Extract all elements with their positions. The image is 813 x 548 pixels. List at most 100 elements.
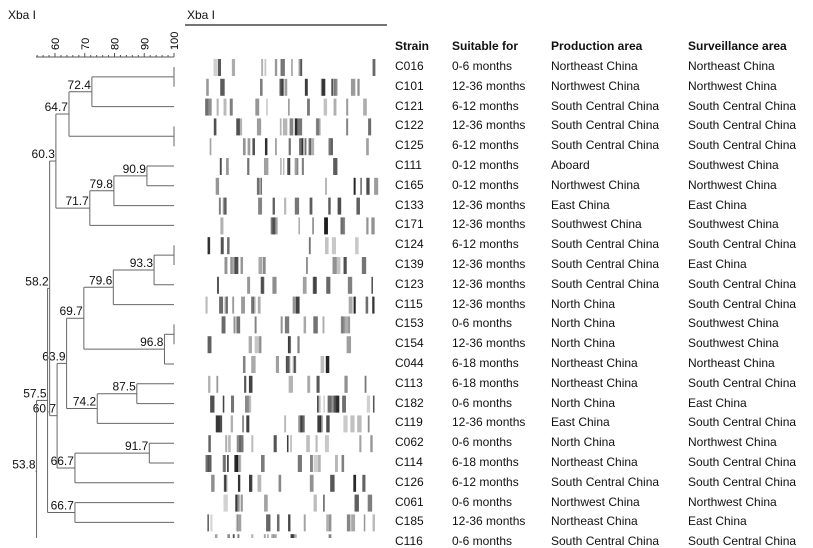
gel-band: [284, 415, 287, 433]
strain-cell: C153: [395, 316, 424, 331]
gel-band: [288, 336, 292, 354]
gel-band: [308, 375, 311, 393]
gel-band: [280, 158, 282, 175]
gel-band: [207, 455, 212, 472]
production-area-cell: South Central China: [551, 257, 660, 271]
column-header: Suitable for: [452, 39, 519, 53]
gel-band: [368, 118, 372, 136]
strain-cell: C122: [395, 118, 424, 133]
gel-band: [231, 59, 236, 76]
production-area-cell: South Central China: [551, 98, 660, 113]
gel-band: [226, 158, 229, 175]
production-area-cell: South Central China: [551, 138, 660, 153]
gel-band: [303, 316, 307, 334]
gel-band: [334, 78, 338, 96]
gel-band: [215, 415, 220, 433]
gel-band: [313, 276, 317, 294]
gel-band: [214, 534, 218, 538]
surveillance-area-cell: Northwest China: [688, 494, 777, 509]
gel-band: [356, 197, 360, 215]
gel-band: [315, 118, 319, 136]
gel-band: [272, 276, 277, 294]
gel-band: [309, 474, 314, 492]
gel-band: [294, 118, 298, 136]
gel-band: [304, 138, 307, 156]
gel-band: [362, 474, 366, 492]
gel-band: [219, 296, 224, 314]
gel-band: [280, 59, 285, 76]
gel-band: [280, 316, 283, 334]
gel-band: [227, 237, 230, 255]
gel-band: [357, 78, 360, 96]
gel-band: [251, 356, 256, 373]
production-area-cell: North China: [551, 435, 616, 450]
surveillance-area-cell: South Central China: [688, 118, 797, 133]
strain-cell: C185: [395, 514, 424, 529]
gel-band: [316, 375, 320, 393]
gel-band: [233, 257, 236, 274]
production-area-cell: South Central China: [551, 237, 660, 252]
gel-band: [263, 158, 269, 175]
production-area-cell: Northeast China: [551, 514, 638, 529]
gel-band: [208, 237, 211, 255]
gel-band: [301, 158, 304, 175]
surveillance-area-cell: South Central China: [688, 474, 797, 489]
gel-band: [207, 514, 209, 532]
gel-band: [246, 415, 250, 433]
gel-band: [266, 534, 269, 538]
gel-band: [298, 59, 303, 76]
gel-band: [261, 455, 265, 472]
gel-band: [312, 217, 314, 235]
axis-tick-label: 70: [80, 38, 92, 50]
gel-band: [366, 177, 370, 195]
column-header: Production area: [551, 39, 643, 53]
node-similarity-label: 91.7: [125, 439, 149, 453]
node-similarity-label: 96.8: [140, 335, 164, 349]
gel-band: [211, 474, 214, 492]
gel-band: [237, 534, 240, 538]
gel-band: [247, 158, 250, 175]
gel-band: [236, 514, 242, 532]
gel-band: [292, 296, 297, 314]
gel-band: [294, 158, 298, 175]
gel-band: [251, 296, 255, 314]
gel-band: [235, 494, 238, 512]
gel-band: [331, 78, 334, 96]
strain-cell: C154: [395, 336, 424, 351]
gel-band: [256, 177, 260, 195]
age-cell: 0-6 months: [452, 534, 513, 548]
gel-band: [242, 138, 246, 156]
gel-band: [317, 455, 321, 472]
gel-band: [363, 514, 366, 532]
gel-band: [237, 474, 241, 492]
gel-band: [208, 98, 212, 116]
gel-band: [230, 415, 234, 433]
gel-band: [372, 296, 375, 314]
gel-band: [297, 118, 303, 136]
gel-band: [240, 257, 244, 274]
gel-band: [278, 474, 282, 492]
axis-tick-label: 90: [139, 38, 151, 50]
gel-band: [290, 118, 294, 136]
gel-band: [355, 237, 359, 255]
gel-band: [371, 276, 373, 294]
gel-band: [262, 257, 266, 274]
node-similarity-label: 57.5: [23, 386, 47, 400]
gel-band: [306, 435, 310, 453]
surveillance-area-cell: South Central China: [688, 138, 797, 153]
gel-band: [216, 276, 219, 294]
gel-band: [276, 514, 280, 532]
gel-band: [346, 336, 352, 354]
strain-cell: C126: [395, 474, 424, 489]
surveillance-area-cell: South Central China: [688, 415, 797, 430]
age-cell: 0-6 months: [452, 395, 513, 410]
gel-band: [266, 514, 271, 532]
gel-band: [218, 197, 221, 215]
strain-cell: C113: [395, 375, 423, 390]
gel-band: [366, 217, 369, 235]
gel-band: [239, 118, 243, 136]
node-similarity-label: 60.3: [32, 147, 56, 161]
gel-band: [230, 257, 233, 274]
gel-band: [247, 138, 251, 156]
